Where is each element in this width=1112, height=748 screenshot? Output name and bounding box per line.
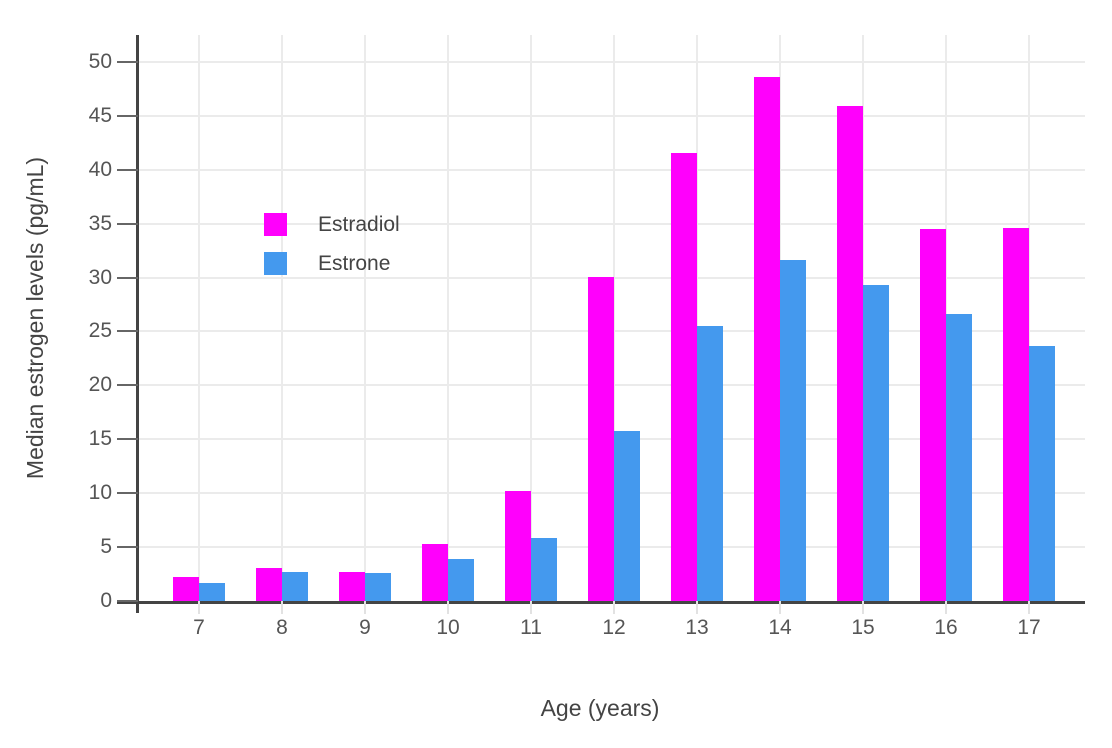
bar-estrone-age-9[interactable] [365,572,391,601]
x-tick-label-15: 15 [851,616,875,639]
y-tick-label-45: 45 [88,103,112,127]
bar-estradiol-age-10[interactable] [422,543,448,601]
y-tick-mark-20 [117,384,138,387]
y-tick-label-25: 25 [88,319,112,343]
bar-estrone-age-17[interactable] [1029,345,1055,601]
y-tick-mark-45 [117,114,138,117]
x-tick-mark-15 [862,601,864,614]
y-tick-mark-25 [117,330,138,333]
legend-item-estradiol[interactable]: Estradiol [264,213,400,236]
gridline-y-35 [138,222,1085,225]
x-tick-label-16: 16 [934,616,958,639]
y-tick-label-0: 0 [100,589,112,612]
legend-item-estrone[interactable]: Estrone [264,252,400,275]
y-tick-mark-35 [117,222,138,225]
legend-label-estrone: Estrone [318,251,391,275]
x-tick-mark-10 [447,601,449,614]
y-tick-label-15: 15 [88,427,112,451]
x-tick-mark-9 [364,601,366,614]
x-tick-mark-16 [945,601,947,614]
bar-estradiol-age-14[interactable] [754,77,780,601]
gridline-x-8 [281,35,283,601]
y-tick-mark-15 [117,438,138,441]
legend: Estradiol Estrone [264,213,400,291]
gridline-x-11 [530,35,532,601]
y-tick-mark-40 [117,168,138,171]
x-tick-mark-12 [613,601,615,614]
y-tick-label-50: 50 [88,49,112,73]
bar-estradiol-age-11[interactable] [505,491,531,601]
y-tick-mark-50 [117,60,138,63]
y-tick-label-35: 35 [88,211,112,235]
x-tick-label-17: 17 [1017,616,1041,639]
y-tick-mark-0 [117,600,138,602]
y-tick-label-10: 10 [88,481,112,505]
x-tick-label-14: 14 [768,616,792,639]
x-tick-mark-7 [198,601,200,614]
y-tick-mark-5 [117,546,138,549]
bar-estrone-age-13[interactable] [697,326,723,601]
gridline-x-17 [1028,35,1030,601]
bar-estrone-age-12[interactable] [614,430,640,601]
gridline-y-40 [138,168,1085,171]
bar-estradiol-age-8[interactable] [256,567,282,601]
bar-estradiol-age-17[interactable] [1003,227,1029,601]
x-tick-label-11: 11 [520,616,542,639]
bar-estradiol-age-12[interactable] [588,276,614,601]
y-tick-label-20: 20 [88,373,112,397]
gridline-y-45 [138,114,1085,117]
x-axis-line [117,601,1085,604]
x-axis-title: Age (years) [540,695,660,721]
bar-estrone-age-7[interactable] [199,582,225,601]
legend-swatch-estrone [264,252,287,275]
legend-label-estradiol: Estradiol [318,212,400,236]
x-tick-label-13: 13 [685,616,709,639]
legend-swatch-estradiol [264,213,287,236]
bar-estrone-age-11[interactable] [531,538,557,601]
gridline-x-7 [198,35,200,601]
bar-estradiol-age-16[interactable] [920,229,946,601]
y-tick-mark-30 [117,276,138,279]
gridline-x-12 [613,35,615,601]
gridline-x-10 [447,35,449,601]
gridline-y-50 [138,60,1085,63]
bar-estrone-age-10[interactable] [448,558,474,601]
x-tick-mark-11 [530,601,532,614]
bar-estrone-age-15[interactable] [863,285,889,601]
gridline-x-9 [364,35,366,601]
bar-estradiol-age-13[interactable] [671,152,697,601]
x-tick-mark-17 [1028,601,1030,614]
bar-estrone-age-14[interactable] [780,260,806,601]
y-tick-mark-10 [117,492,138,495]
x-tick-mark-8 [281,601,283,614]
y-tick-label-40: 40 [88,157,112,181]
plot-area: 0 5 10 15 20 25 30 35 40 45 50 7 8 9 10 11 12 13 14 15 16 17 … [89,35,1085,639]
bar-estrone-age-16[interactable] [946,314,972,601]
x-tick-label-9: 9 [359,616,371,639]
x-tick-label-8: 8 [276,616,288,639]
bar-estradiol-age-7[interactable] [173,577,199,601]
y-tick-label-5: 5 [100,535,112,559]
x-tick-label-7: 7 [193,616,205,639]
x-tick-mark-13 [696,601,698,614]
x-tick-mark-14 [779,601,781,614]
x-tick-label-12: 12 [602,616,626,639]
y-tick-label-30: 30 [88,265,112,289]
bar-estrone-age-8[interactable] [282,571,308,601]
bar-estradiol-age-9[interactable] [339,571,365,601]
x-tick-label-10: 10 [436,616,460,639]
y-axis-line [136,35,139,613]
gridline-x-13 [696,35,698,601]
bar-estradiol-age-15[interactable] [837,106,863,601]
